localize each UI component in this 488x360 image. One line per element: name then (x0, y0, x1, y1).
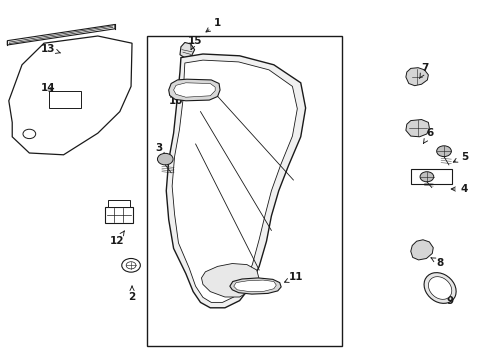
Text: 13: 13 (41, 44, 61, 54)
Polygon shape (405, 120, 428, 137)
Polygon shape (201, 264, 259, 297)
Text: 1: 1 (205, 18, 221, 32)
Polygon shape (233, 280, 276, 292)
Polygon shape (229, 278, 281, 294)
Polygon shape (180, 42, 194, 58)
Bar (49, 91, 81, 108)
Circle shape (419, 172, 433, 182)
Polygon shape (405, 68, 427, 86)
Text: 15: 15 (187, 36, 202, 50)
Ellipse shape (423, 273, 455, 303)
Text: 6: 6 (423, 128, 433, 143)
Text: 5: 5 (452, 152, 467, 162)
Text: 12: 12 (110, 231, 124, 246)
Text: 4: 4 (450, 184, 468, 194)
Polygon shape (168, 79, 220, 101)
Polygon shape (166, 54, 305, 308)
Polygon shape (173, 83, 215, 97)
Ellipse shape (427, 277, 451, 299)
Text: 14: 14 (41, 83, 55, 93)
Circle shape (157, 153, 173, 165)
Text: 9: 9 (440, 294, 452, 306)
Text: 10: 10 (168, 96, 187, 106)
Circle shape (436, 146, 450, 157)
Polygon shape (172, 60, 297, 302)
Text: 8: 8 (430, 258, 443, 268)
Text: 3: 3 (155, 143, 164, 158)
FancyBboxPatch shape (146, 36, 342, 346)
FancyBboxPatch shape (104, 207, 133, 223)
Polygon shape (9, 36, 132, 155)
Text: 7: 7 (419, 63, 428, 78)
Polygon shape (410, 240, 432, 260)
FancyBboxPatch shape (107, 200, 130, 207)
Text: 2: 2 (128, 286, 135, 302)
FancyBboxPatch shape (410, 169, 451, 184)
Polygon shape (7, 24, 115, 45)
Text: 11: 11 (284, 272, 303, 282)
